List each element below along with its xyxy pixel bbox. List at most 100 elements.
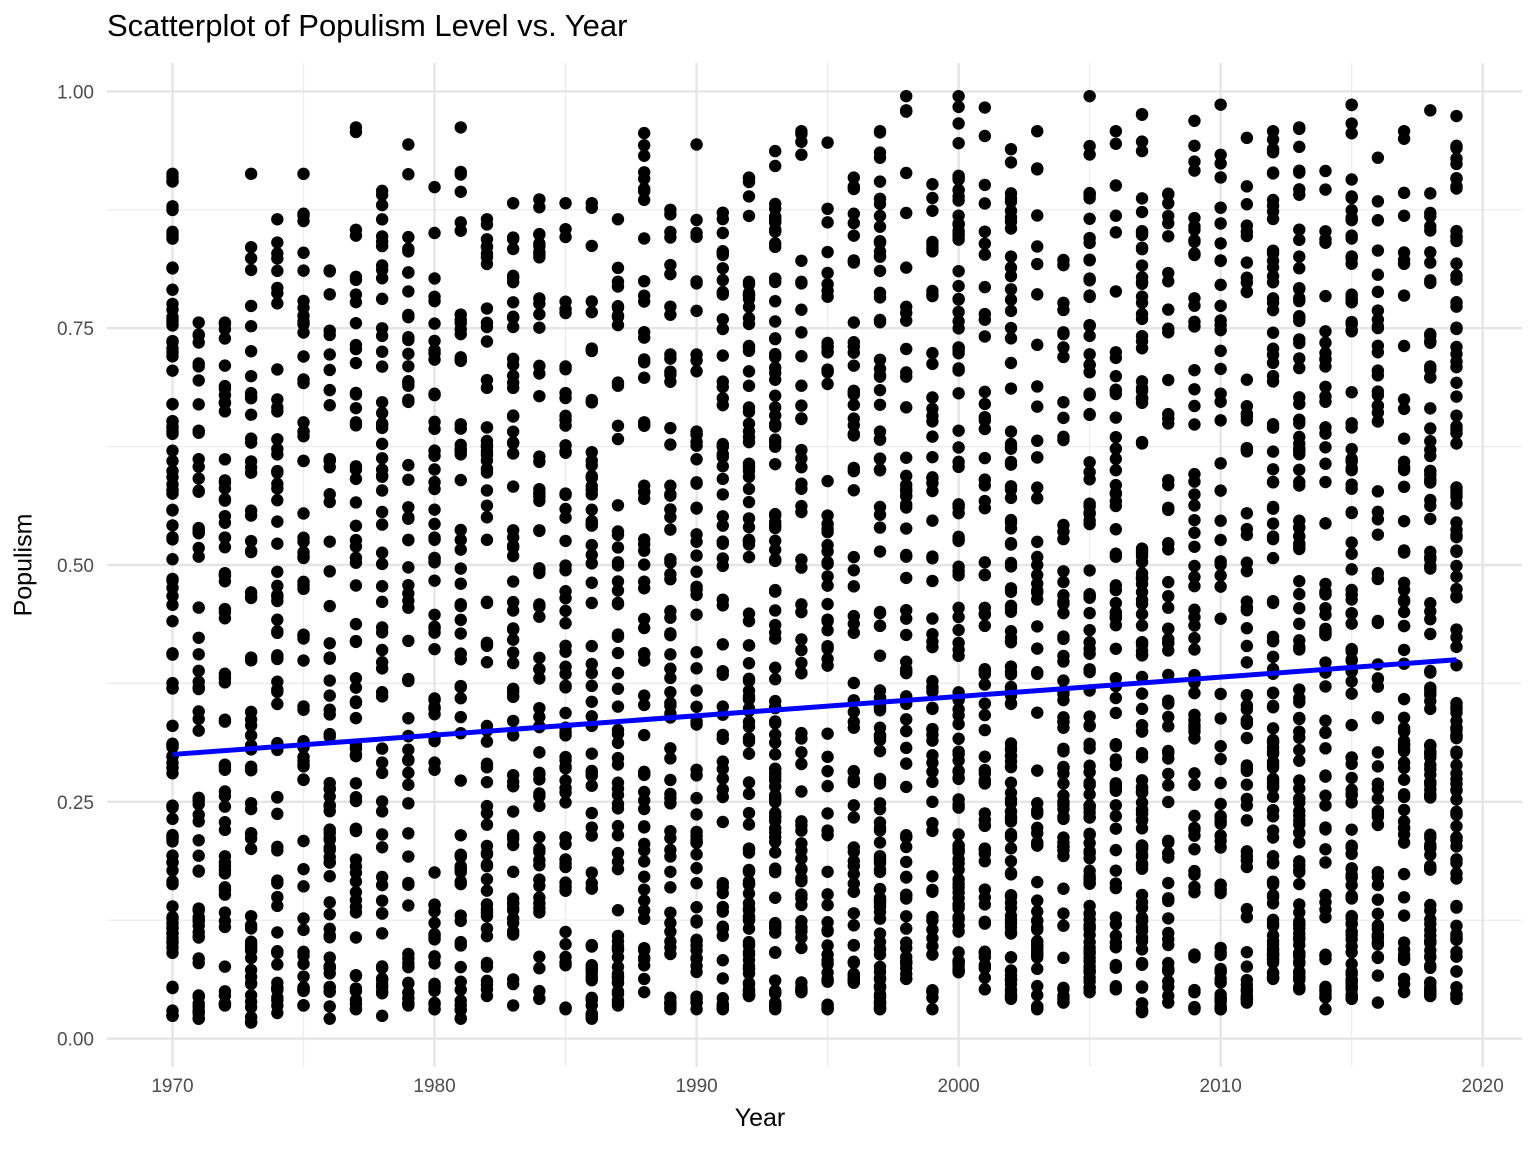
scatter-point [454,850,467,863]
scatter-point [1293,877,1306,891]
scatter-point [1135,956,1149,970]
scatter-point [297,350,310,363]
scatter-point [585,445,598,459]
scatter-point [1162,407,1175,421]
scatter-point [533,950,546,963]
scatter-point [192,705,205,718]
scatter-point [1109,285,1123,298]
scatter-point [428,763,441,776]
scatter-point [1057,565,1070,578]
scatter-point [271,945,284,958]
scatter-point [1240,198,1254,211]
scatter-point [559,1001,572,1015]
scatter-point [1371,711,1385,725]
scatter-point [166,397,179,411]
scatter-point [873,605,887,619]
scatter-point [611,736,625,750]
scatter-point [1345,718,1358,732]
scatter-point [1214,712,1227,725]
scatter-point [821,579,834,592]
scatter-point [1266,741,1280,754]
scatter-point [1083,389,1096,402]
scatter-point [768,225,782,238]
scatter-point [1162,373,1175,387]
scatter-point [742,209,756,223]
scatter-point [480,922,494,935]
scatter-point [742,959,756,973]
scatter-point [768,728,782,741]
scatter-point [1109,843,1123,857]
scatter-point [1450,257,1463,270]
scatter-point [664,941,677,954]
scatter-point [637,419,651,432]
scatter-point [690,876,703,890]
scatter-point [611,300,625,313]
scatter-point [1319,608,1332,622]
scatter-point [1345,974,1358,987]
scatter-point [1188,559,1201,573]
scatter-point [1057,395,1070,409]
scatter-point [1266,532,1280,546]
scatter-point [716,322,729,336]
scatter-point [1397,132,1411,145]
scatter-point [585,882,598,895]
scatter-point [244,386,258,400]
scatter-point [349,822,363,836]
scatter-point [847,938,861,952]
scatter-point [1397,803,1411,817]
scatter-point [1424,360,1437,373]
scatter-point [1266,517,1280,530]
scatter-point [1319,821,1332,834]
scatter-point [926,914,939,927]
scatter-point [585,305,598,319]
scatter-point [742,747,756,760]
scatter-point [1031,338,1044,352]
scatter-point [1162,322,1175,335]
scatter-point [952,732,965,745]
scatter-point [271,401,284,414]
scatter-point [271,958,284,971]
scatter-point [218,569,232,582]
scatter-point [873,882,887,896]
scatter-point [1266,875,1280,888]
scatter-point [1057,882,1070,895]
scatter-point [926,685,939,699]
scatter-point [271,899,284,913]
scatter-point [1057,742,1070,755]
scatter-point [166,454,179,468]
trend-line-layer [172,657,1457,757]
scatter-point [1109,936,1123,949]
scatter-point [1057,350,1070,364]
scatter-point [1057,433,1070,447]
scatter-point [585,503,598,516]
scatter-point [1397,455,1411,468]
scatter-point [742,171,756,185]
scatter-point [664,523,677,536]
scatter-point [900,482,913,495]
scatter-point [611,935,625,948]
scatter-point [1293,122,1306,136]
scatter-point [480,735,494,748]
x-tick-label: 1990 [675,1076,717,1097]
scatter-point [166,478,179,491]
scatter-point [297,834,310,848]
scatter-point [218,676,232,689]
scatter-point [768,632,782,645]
scatter-point [533,906,546,919]
scatter-point [323,1000,336,1013]
scatter-point [1345,442,1358,456]
scatter-point [192,550,205,563]
scatter-point [1424,976,1437,989]
scatter-point [1083,564,1096,577]
scatter-point [559,591,572,605]
scatter-point [454,627,467,640]
scatter-point [1293,774,1306,787]
scatter-point [847,867,861,881]
scatter-point [533,308,546,321]
scatter-point [559,837,572,851]
scatter-point [192,664,205,678]
scatter-point [1240,699,1254,712]
scatter-point [1109,464,1123,477]
scatter-point [1031,939,1044,953]
scatter-point [1345,117,1358,130]
